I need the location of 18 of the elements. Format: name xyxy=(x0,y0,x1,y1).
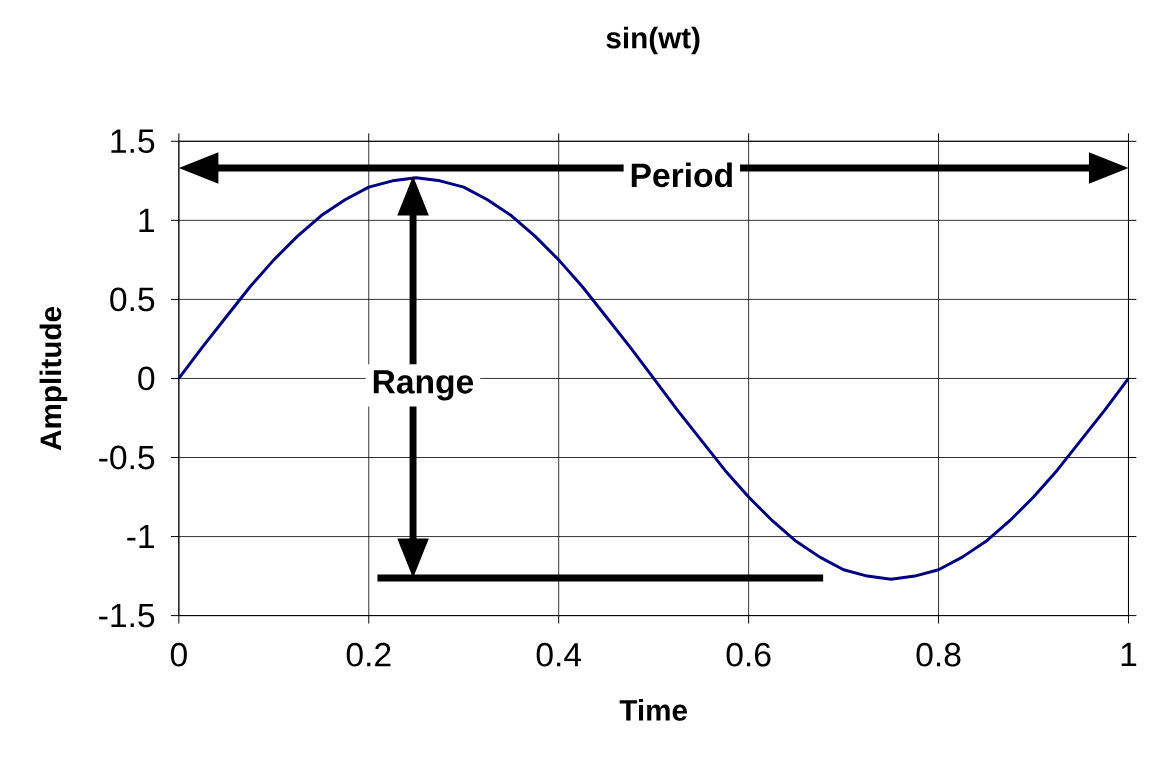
y-tick-label: -1.5 xyxy=(99,604,155,628)
y-tick-label: 1.5 xyxy=(111,129,155,154)
y-tick-label: -0.5 xyxy=(99,445,155,470)
y-tick-label: -1 xyxy=(127,525,154,549)
x-tick-label: 0.6 xyxy=(726,642,771,667)
annotation: Range xyxy=(373,370,474,401)
x-tick-label: 0 xyxy=(170,642,187,667)
annotation: Period xyxy=(631,162,732,188)
x-tick-label: 1 xyxy=(1121,642,1137,667)
x-axis-title: Time xyxy=(619,699,687,721)
y-axis-title: Amplitude xyxy=(39,307,68,451)
chart-title: sin(wt) xyxy=(606,26,700,55)
x-tick-label: 0.8 xyxy=(916,642,961,667)
x-tick-label: 0.4 xyxy=(536,642,582,667)
y-tick-label: 0 xyxy=(138,366,155,391)
x-tick-label: 0.2 xyxy=(346,642,391,667)
y-tick-label: 0.5 xyxy=(110,287,155,312)
y-tick-label: 1 xyxy=(139,208,154,233)
